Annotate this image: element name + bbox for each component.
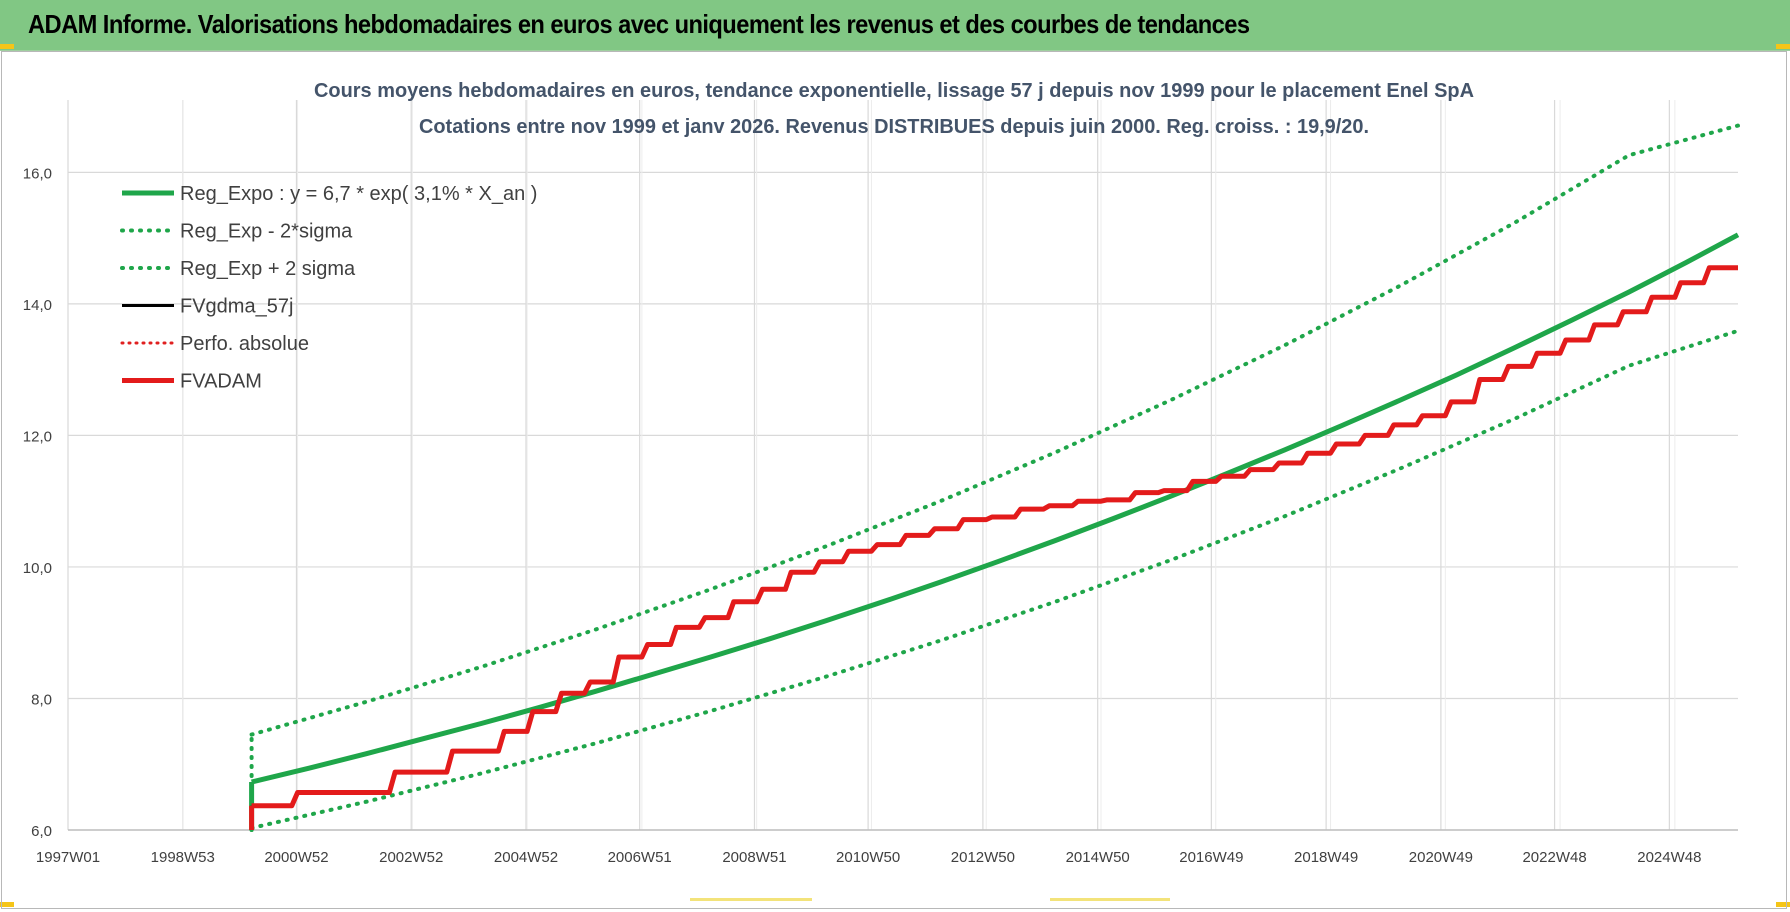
chart-title-line: Cotations entre nov 1999 et janv 2026. R… xyxy=(419,116,1369,138)
x-tick-label: 1997W01 xyxy=(36,849,100,866)
x-tick-label: 2000W52 xyxy=(264,849,328,866)
y-tick-label: 12,0 xyxy=(23,428,52,445)
y-tick-label: 14,0 xyxy=(23,297,52,314)
x-tick-label: 2014W50 xyxy=(1066,849,1130,866)
x-tick-label: 2018W49 xyxy=(1294,849,1358,866)
decor-mark xyxy=(1050,898,1170,901)
corner-marker xyxy=(0,902,14,907)
x-tick-label: 2010W50 xyxy=(836,849,900,866)
y-tick-label: 6,0 xyxy=(31,823,52,840)
x-tick-label: 2016W49 xyxy=(1179,849,1243,866)
x-tick-label: 2022W48 xyxy=(1522,849,1586,866)
x-tick-label: 2012W50 xyxy=(951,849,1015,866)
x-tick-label: 1998W53 xyxy=(151,849,215,866)
legend-label: FVADAM xyxy=(180,371,262,393)
y-tick-label: 10,0 xyxy=(23,560,52,577)
y-tick-label: 8,0 xyxy=(31,691,52,708)
x-tick-label: 2020W49 xyxy=(1409,849,1473,866)
series-line-5 xyxy=(249,265,1738,830)
legend-label: Reg_Exp - 2*sigma xyxy=(180,221,353,243)
corner-marker xyxy=(1776,902,1790,907)
y-tick-label: 16,0 xyxy=(23,165,52,182)
series-line-3 xyxy=(250,266,1738,830)
decor-mark xyxy=(690,898,812,901)
x-tick-label: 2002W52 xyxy=(379,849,443,866)
header-banner: ADAM Informe. Valorisations hebdomadaire… xyxy=(0,0,1790,51)
series-line-1 xyxy=(249,328,1740,832)
legend-label: Reg_Exp + 2 sigma xyxy=(180,258,356,280)
legend-label: Perfo. absolue xyxy=(180,333,309,355)
x-tick-label: 2006W51 xyxy=(608,849,672,866)
corner-marker xyxy=(1776,44,1790,49)
chart-title-line: Cours moyens hebdomadaires en euros, ten… xyxy=(314,80,1474,102)
x-tick-label: 2004W52 xyxy=(494,849,558,866)
x-tick-label: 2024W48 xyxy=(1637,849,1701,866)
corner-marker xyxy=(0,44,14,49)
x-tick-label: 2008W51 xyxy=(722,849,786,866)
chart-frame xyxy=(1,51,1787,909)
legend-label: FVgdma_57j xyxy=(180,296,293,318)
series-line-0 xyxy=(249,232,1740,830)
legend-label: Reg_Expo : y = 6,7 * exp( 3,1% * X_an ) xyxy=(180,183,537,205)
banner-title: ADAM Informe. Valorisations hebdomadaire… xyxy=(28,9,1250,39)
